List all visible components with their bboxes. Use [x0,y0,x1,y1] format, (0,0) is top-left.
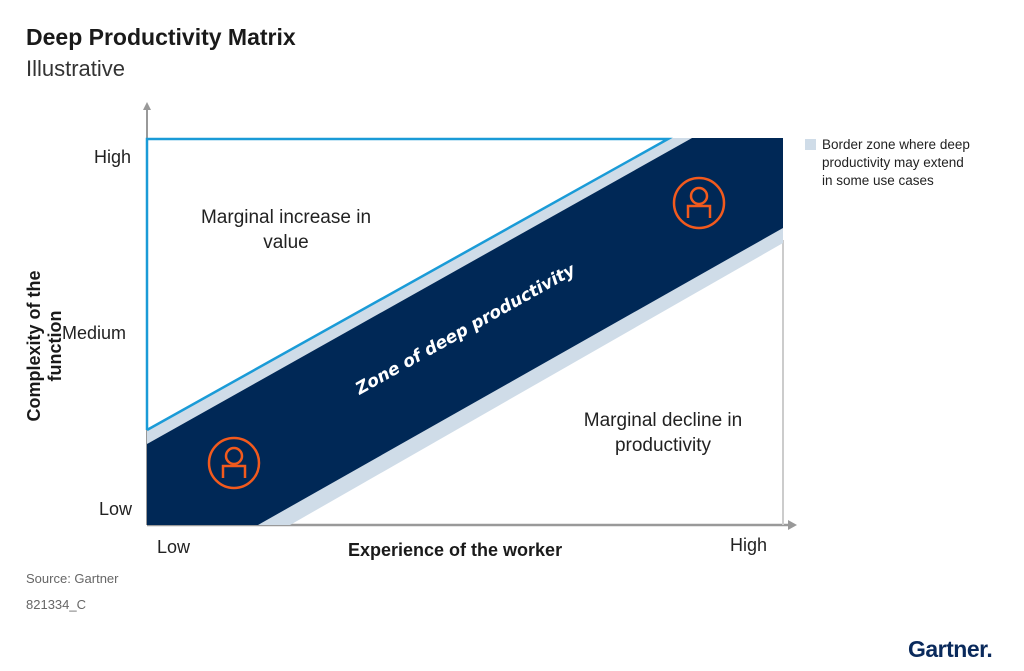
x-axis-arrow-icon [788,520,797,530]
gartner-logo: Gartner. [908,636,993,662]
legend-swatch [805,139,816,150]
figure-id: 821334_C [26,597,86,612]
legend-text: Border zone where deep productivity may … [822,137,970,188]
lower-region-label: Marginal decline in productivity [583,410,743,456]
x-tick-low: Low [157,537,191,557]
source-note: Source: Gartner [26,571,119,586]
y-axis-label: Complexity of the function [24,270,65,422]
subtitle: Illustrative [26,56,126,81]
y-tick-low: Low [99,499,133,519]
y-tick-medium: Medium [62,323,127,343]
person-icon [207,436,261,490]
x-tick-high: High [730,535,768,555]
deep-productivity-band [147,138,783,525]
upper-region-outline [145,137,673,432]
upper-region-label: Marginal increase in value [200,207,372,253]
x-axis-label: Experience of the worker [348,540,563,560]
page-title: Deep Productivity Matrix [26,24,296,50]
y-axis-arrow-icon [143,102,151,110]
y-tick-high: High [94,147,132,167]
person-icon [672,176,726,230]
